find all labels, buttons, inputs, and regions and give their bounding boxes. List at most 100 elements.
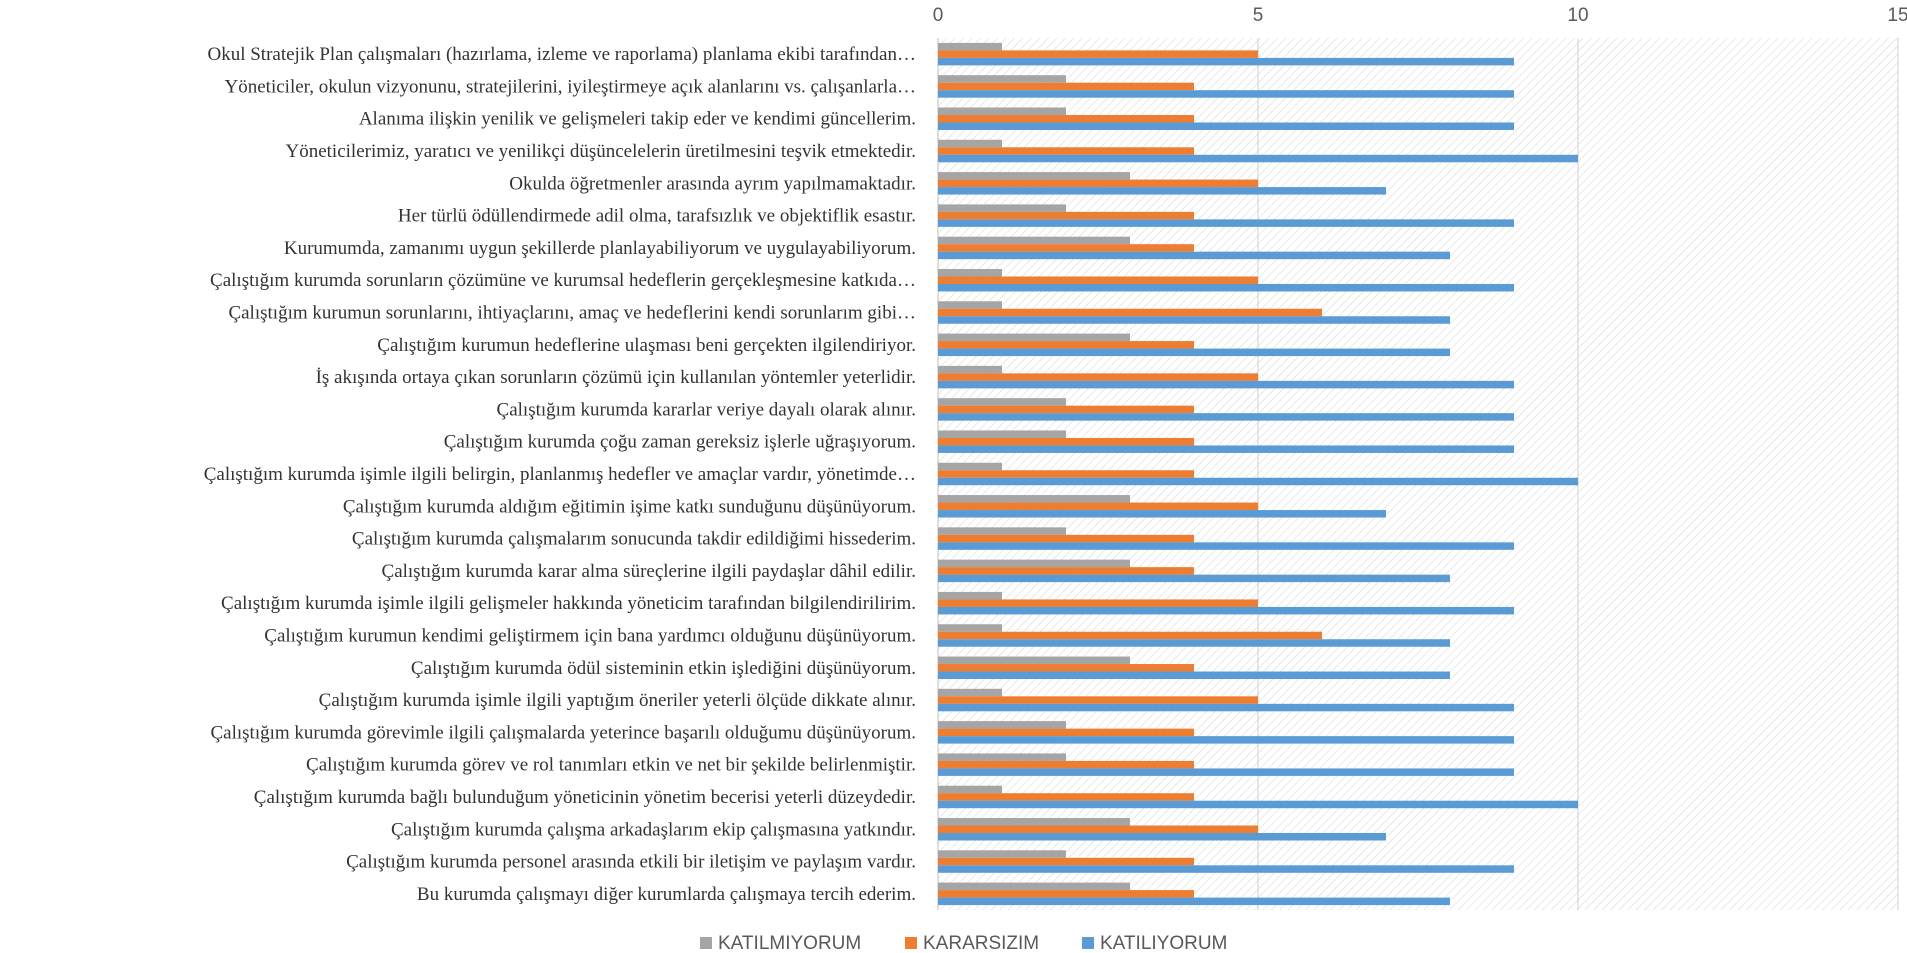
bar-kararsizim <box>938 179 1258 188</box>
bar-kararsizim <box>938 890 1194 898</box>
bar-katilmiyorum <box>938 268 1002 277</box>
bar-katilmiyorum <box>938 527 1066 535</box>
bar-kararsizim <box>938 405 1194 414</box>
bar-kararsizim <box>938 50 1258 58</box>
bar-kararsizim <box>938 857 1194 866</box>
bar-katilmiyorum <box>938 462 1002 471</box>
category-label: Çalıştığım kurumda çalışma arkadaşlarım … <box>391 819 916 840</box>
category-label: Çalıştığım kurumun hedeflerine ulaşması … <box>377 335 916 356</box>
bar-katiliyorum <box>938 800 1578 809</box>
bar-katilmiyorum <box>938 236 1130 245</box>
bar-kararsizim <box>938 373 1258 381</box>
bar-kararsizim <box>938 696 1258 704</box>
category-label: Çalıştığım kurumda sorunların çözümüne v… <box>210 270 916 291</box>
bar-katiliyorum <box>938 768 1514 776</box>
bar-katilmiyorum <box>938 882 1130 891</box>
category-label: Çalıştığım kurumda işimle ilgili belirgi… <box>204 464 916 485</box>
category-labels: Okul Stratejik Plan çalışmaları (hazırla… <box>204 44 916 905</box>
bar-katilmiyorum <box>938 591 1002 600</box>
bar-kararsizim <box>938 341 1194 349</box>
x-tick-label: 5 <box>1253 5 1264 26</box>
category-label: Çalıştığım kurumda görevimle ilgili çalı… <box>211 722 917 743</box>
category-label: Çalıştığım kurumda işimle ilgili yaptığı… <box>319 690 916 711</box>
legend-label: KARARSIZIM <box>923 933 1039 953</box>
bar-kararsizim <box>938 502 1258 511</box>
bar-katiliyorum <box>938 122 1514 130</box>
bar-katiliyorum <box>938 251 1450 260</box>
bar-katilmiyorum <box>938 333 1130 342</box>
bar-katiliyorum <box>938 833 1386 841</box>
bar-kararsizim <box>938 211 1194 220</box>
bar-katiliyorum <box>938 283 1514 292</box>
bar-katilmiyorum <box>938 753 1066 761</box>
bar-katilmiyorum <box>938 204 1066 212</box>
category-label: Çalıştığım kurumda ödül sisteminin etkin… <box>411 658 916 679</box>
bar-kararsizim <box>938 534 1194 543</box>
legend-swatch <box>700 937 712 949</box>
x-tick-label: 0 <box>933 5 944 26</box>
category-label: İş akışında ortaya çıkan sorunların çözü… <box>316 367 916 388</box>
bar-katilmiyorum <box>938 365 1002 374</box>
bar-katilmiyorum <box>938 430 1066 438</box>
bar-kararsizim <box>938 825 1258 834</box>
bar-katiliyorum <box>938 154 1578 163</box>
bar-kararsizim <box>938 276 1258 284</box>
bar-kararsizim <box>938 470 1194 478</box>
category-label: Çalıştığım kurumun sorunlarını, ihtiyaçl… <box>228 303 916 324</box>
bar-katilmiyorum <box>938 42 1002 51</box>
bar-katiliyorum <box>938 57 1514 66</box>
bar-katiliyorum <box>938 90 1514 98</box>
bar-katiliyorum <box>938 865 1514 873</box>
bar-katilmiyorum <box>938 75 1066 83</box>
bar-katilmiyorum <box>938 818 1130 826</box>
bar-katiliyorum <box>938 316 1450 324</box>
x-tick-label: 15 <box>1887 5 1907 26</box>
bars <box>938 42 1578 906</box>
category-label: Çalıştığım kurumda çalışmalarım sonucund… <box>352 529 916 550</box>
bar-katilmiyorum <box>938 301 1002 309</box>
bar-kararsizim <box>938 760 1194 769</box>
bar-katilmiyorum <box>938 624 1002 632</box>
category-label: Okul Stratejik Plan çalışmaları (hazırla… <box>207 44 916 65</box>
category-label: Alanıma ilişkin yenilik ve gelişmeleri t… <box>359 109 916 130</box>
category-label: Her türlü ödüllendirmede adil olma, tara… <box>398 206 916 227</box>
category-label: Çalıştığım kurumda işimle ilgili gelişme… <box>221 593 916 614</box>
bar-katiliyorum <box>938 510 1386 518</box>
bar-katiliyorum <box>938 187 1386 195</box>
bar-katilmiyorum <box>938 721 1066 729</box>
bar-katilmiyorum <box>938 850 1066 858</box>
bar-katiliyorum <box>938 736 1514 744</box>
bar-kararsizim <box>938 114 1194 123</box>
bar-katiliyorum <box>938 348 1450 357</box>
bar-katilmiyorum <box>938 172 1130 180</box>
bar-katiliyorum <box>938 703 1514 712</box>
bar-kararsizim <box>938 82 1194 91</box>
bar-katilmiyorum <box>938 688 1002 697</box>
bar-kararsizim <box>938 567 1194 575</box>
x-axis-ticks: 0 5 10 15 <box>933 5 1907 26</box>
category-label: Çalıştığım kurumda karar alma süreçlerin… <box>382 561 916 582</box>
category-label: Bu kurumda çalışmayı diğer kurumlarda ça… <box>417 884 916 905</box>
bar-kararsizim <box>938 147 1194 155</box>
bar-katiliyorum <box>938 574 1450 583</box>
bar-kararsizim <box>938 308 1322 317</box>
legend-label: KATILIYORUM <box>1100 933 1227 953</box>
bar-kararsizim <box>938 599 1258 607</box>
bar-katiliyorum <box>938 671 1450 680</box>
category-label: Okulda öğretmenler arasında ayrım yapılm… <box>509 173 916 194</box>
category-label: Çalıştığım kurumda görev ve rol tanımlar… <box>306 755 916 776</box>
bar-katiliyorum <box>938 477 1578 486</box>
bar-katiliyorum <box>938 445 1514 453</box>
legend-swatch <box>905 937 917 949</box>
category-label: Yöneticilerimiz, yaratıcı ve yenilikçi d… <box>286 141 917 162</box>
bar-katilmiyorum <box>938 107 1066 115</box>
legend: KATILMIYORUM KARARSIZIM KATILIYORUM <box>700 933 1227 953</box>
category-label: Çalıştığım kurumda bağlı bulunduğum yöne… <box>254 787 916 808</box>
category-label: Çalıştığım kurumda çoğu zaman gereksiz i… <box>444 432 916 453</box>
bar-katiliyorum <box>938 606 1514 615</box>
bar-katilmiyorum <box>938 139 1002 148</box>
legend-label: KATILMIYORUM <box>718 933 861 953</box>
bar-katilmiyorum <box>938 559 1130 568</box>
bar-katilmiyorum <box>938 656 1130 665</box>
